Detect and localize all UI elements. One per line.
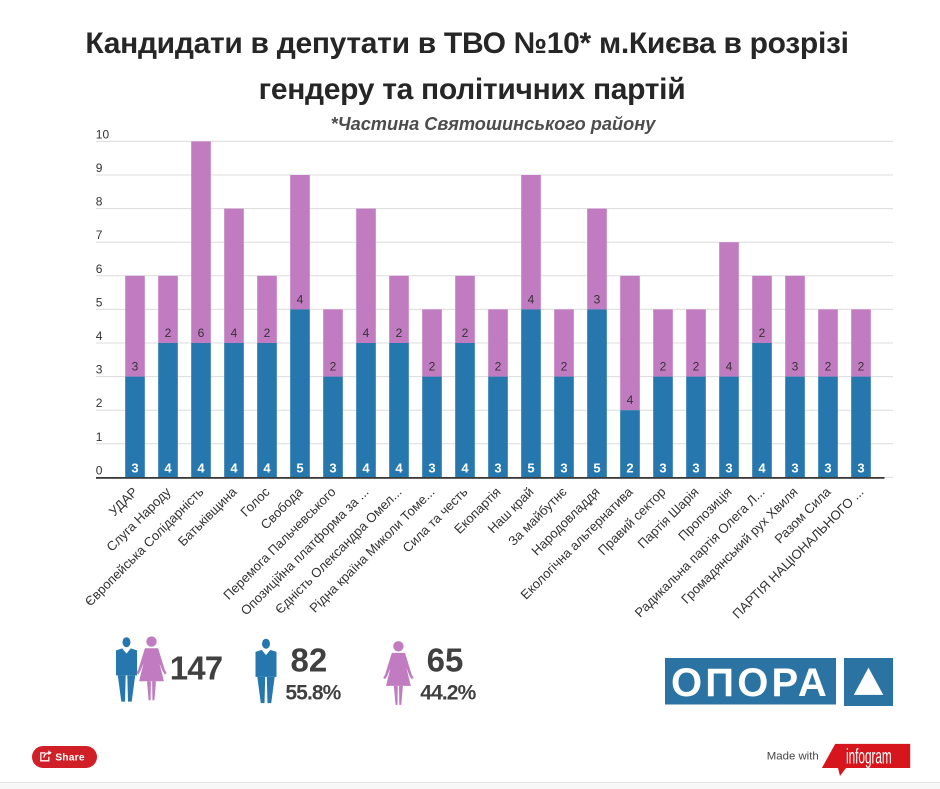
svg-text:5: 5 bbox=[593, 460, 600, 475]
svg-text:3: 3 bbox=[725, 460, 732, 475]
svg-text:4: 4 bbox=[758, 460, 766, 475]
svg-text:4: 4 bbox=[230, 460, 238, 475]
svg-text:5: 5 bbox=[96, 295, 103, 309]
svg-text:4: 4 bbox=[528, 292, 535, 306]
svg-text:4: 4 bbox=[362, 460, 370, 475]
svg-text:2: 2 bbox=[693, 360, 700, 374]
svg-text:0: 0 bbox=[96, 463, 103, 477]
svg-text:2: 2 bbox=[626, 460, 633, 475]
svg-text:3: 3 bbox=[791, 460, 798, 475]
svg-text:3: 3 bbox=[594, 292, 601, 306]
svg-text:147: 147 bbox=[170, 650, 223, 687]
svg-text:1: 1 bbox=[96, 430, 103, 444]
svg-text:7: 7 bbox=[96, 228, 103, 242]
svg-text:2: 2 bbox=[495, 360, 502, 374]
svg-text:5: 5 bbox=[296, 460, 303, 475]
svg-text:2: 2 bbox=[96, 396, 103, 410]
svg-text:65: 65 bbox=[427, 642, 464, 679]
svg-text:2: 2 bbox=[462, 326, 469, 340]
svg-text:2: 2 bbox=[264, 326, 271, 340]
svg-text:3: 3 bbox=[692, 460, 699, 475]
svg-text:6: 6 bbox=[96, 262, 103, 276]
svg-text:5: 5 bbox=[527, 460, 534, 475]
svg-text:55.8%: 55.8% bbox=[285, 682, 341, 705]
svg-text:4: 4 bbox=[263, 460, 271, 475]
svg-text:3: 3 bbox=[824, 460, 831, 475]
svg-text:4: 4 bbox=[197, 460, 205, 475]
svg-text:2: 2 bbox=[429, 360, 436, 374]
svg-text:3: 3 bbox=[560, 460, 567, 475]
svg-text:4: 4 bbox=[231, 326, 238, 340]
svg-text:2: 2 bbox=[825, 360, 832, 374]
svg-text:4: 4 bbox=[164, 460, 172, 475]
svg-text:4: 4 bbox=[297, 292, 304, 306]
svg-text:4: 4 bbox=[726, 360, 733, 374]
svg-text:3: 3 bbox=[329, 460, 336, 475]
svg-text:9: 9 bbox=[96, 161, 103, 175]
svg-text:82: 82 bbox=[291, 642, 328, 679]
svg-text:infogram: infogram bbox=[846, 745, 892, 768]
svg-text:4: 4 bbox=[363, 326, 370, 340]
svg-text:44.2%: 44.2% bbox=[420, 682, 476, 705]
svg-text:4: 4 bbox=[627, 393, 634, 407]
svg-text:3: 3 bbox=[792, 360, 799, 374]
svg-text:ОПОРА: ОПОРА bbox=[671, 661, 830, 705]
svg-text:10: 10 bbox=[96, 127, 110, 141]
svg-text:2: 2 bbox=[561, 360, 568, 374]
svg-text:3: 3 bbox=[96, 363, 103, 377]
svg-text:8: 8 bbox=[96, 195, 103, 209]
svg-text:4: 4 bbox=[96, 329, 103, 343]
svg-text:2: 2 bbox=[858, 360, 865, 374]
svg-text:4: 4 bbox=[461, 460, 469, 475]
svg-text:Made with: Made with bbox=[767, 750, 819, 762]
svg-text:2: 2 bbox=[165, 326, 172, 340]
svg-text:3: 3 bbox=[428, 460, 435, 475]
svg-text:2: 2 bbox=[330, 360, 337, 374]
svg-text:Share: Share bbox=[55, 752, 85, 763]
svg-text:6: 6 bbox=[198, 326, 205, 340]
svg-text:3: 3 bbox=[857, 460, 864, 475]
svg-text:3: 3 bbox=[494, 460, 501, 475]
svg-text:3: 3 bbox=[132, 360, 139, 374]
svg-text:2: 2 bbox=[396, 326, 403, 340]
svg-text:2: 2 bbox=[759, 326, 766, 340]
svg-text:3: 3 bbox=[131, 460, 138, 475]
svg-text:2: 2 bbox=[660, 360, 667, 374]
svg-text:4: 4 bbox=[395, 460, 403, 475]
svg-text:3: 3 bbox=[659, 460, 666, 475]
